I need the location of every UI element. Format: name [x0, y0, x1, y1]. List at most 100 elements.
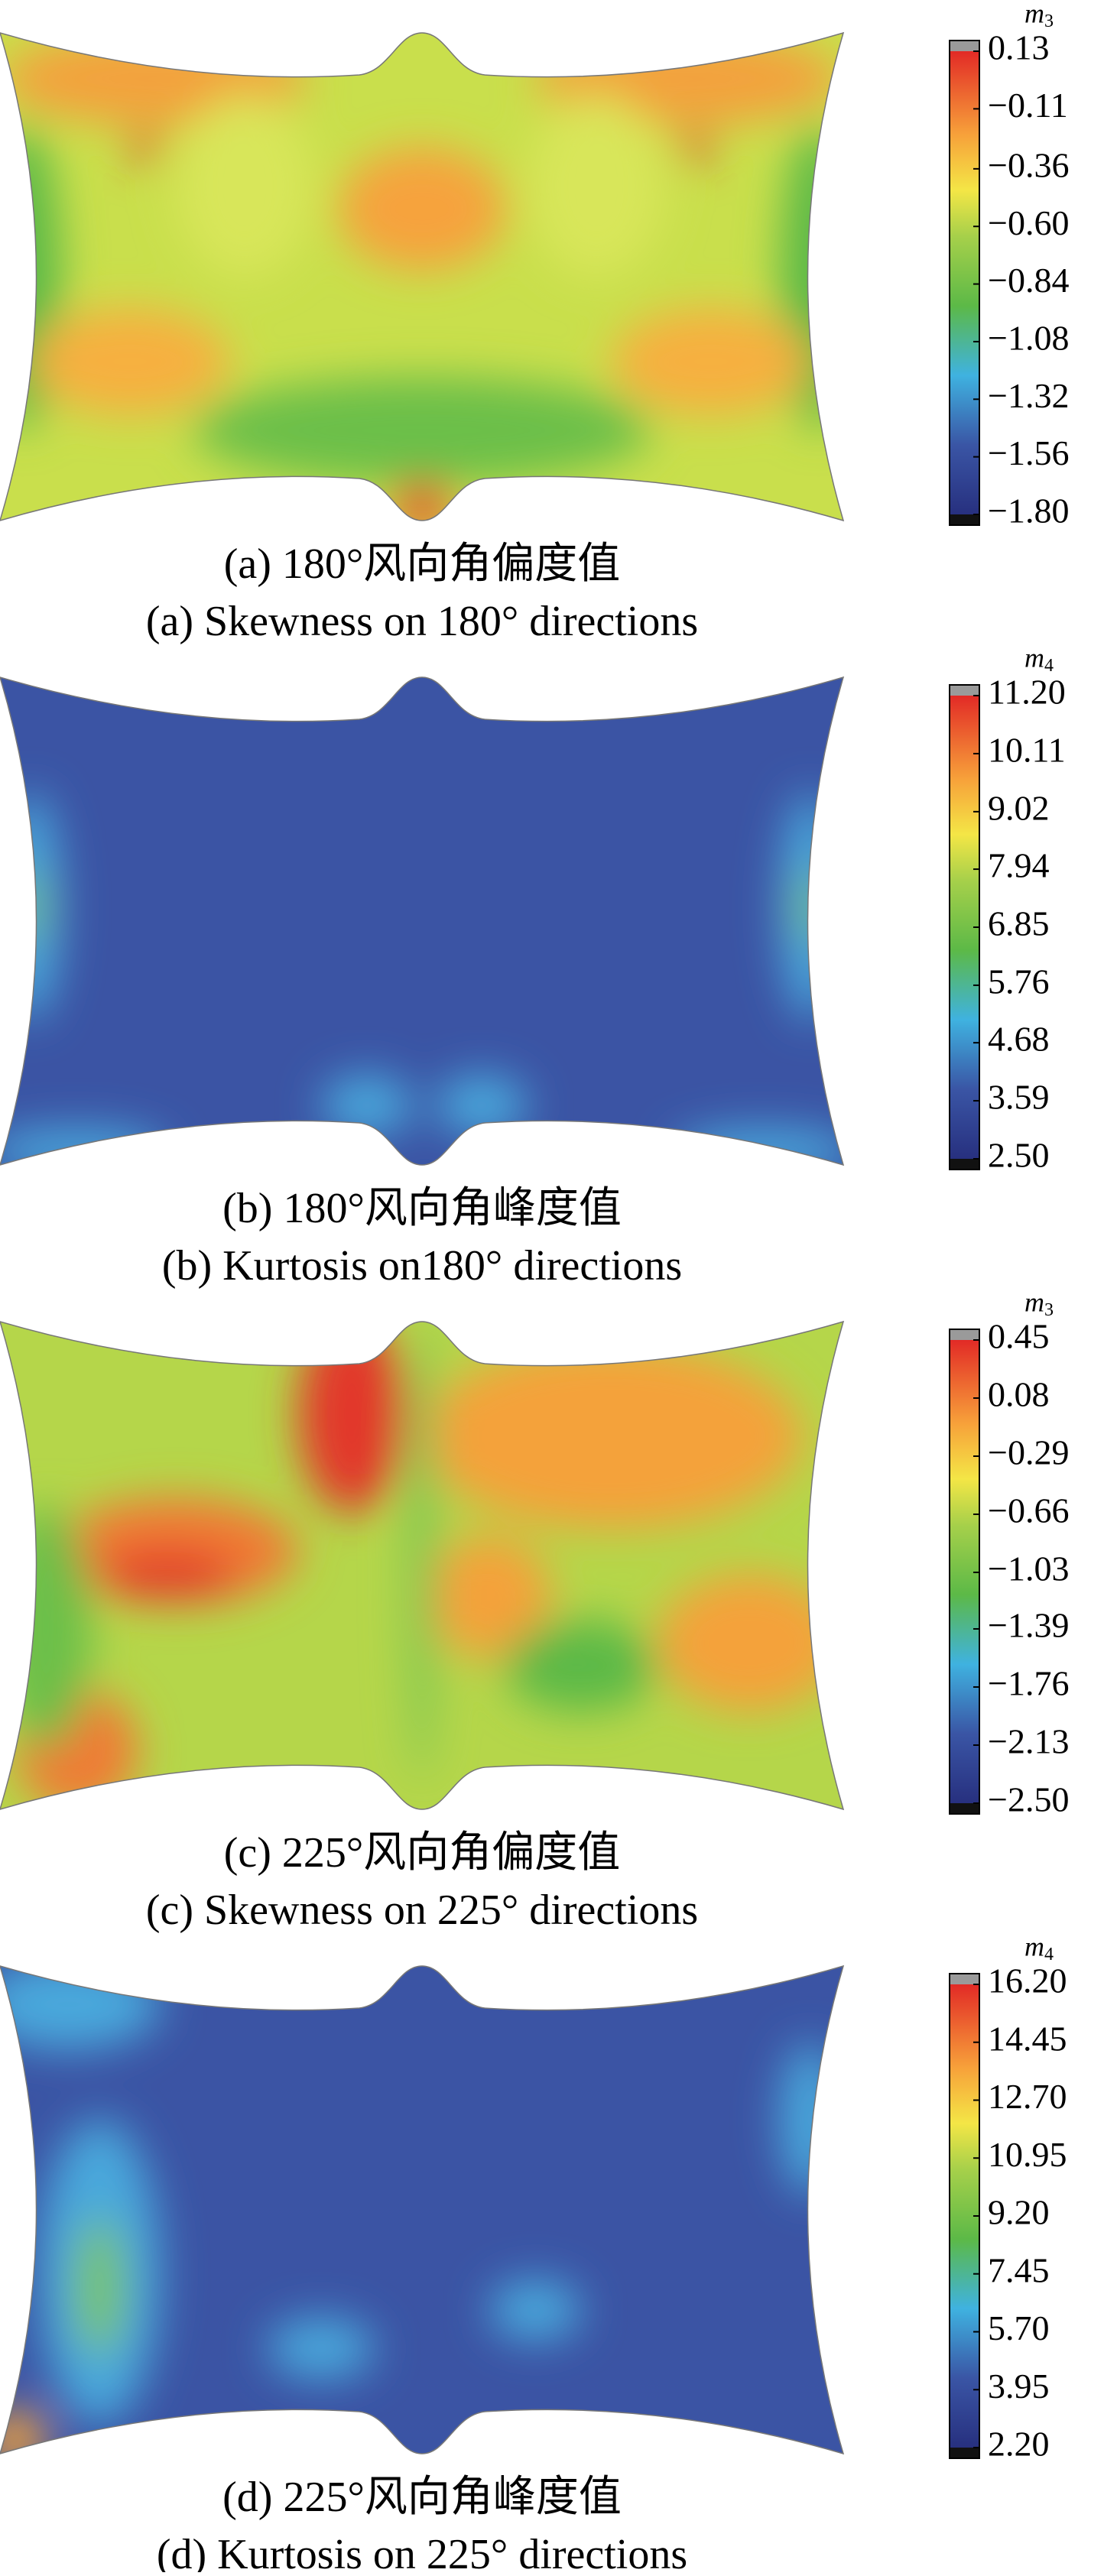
map-blob	[391, 484, 453, 521]
map-blob	[0, 2409, 46, 2454]
map-blob	[528, 94, 665, 277]
map-blobs	[0, 1322, 841, 1809]
map-outline	[0, 31, 845, 522]
colorbar-tick-label: 0.08	[988, 1375, 1050, 1414]
colorbar-tick-label: −0.60	[988, 203, 1069, 242]
caption-en: (d) Kurtosis on 225° directions	[157, 2531, 687, 2572]
colorbar-label: m3	[1024, 1286, 1054, 1319]
map-background	[0, 677, 843, 1165]
colorbar-tick-label: −2.50	[988, 1780, 1069, 1819]
colorbar-tick-label: 6.85	[988, 904, 1050, 943]
colorbar-cap-top	[950, 1974, 979, 1984]
colorbar-label: m4	[1024, 1931, 1054, 1964]
colorbar-cap-bottom	[950, 1803, 979, 1814]
colorbar-tick-label: 9.20	[988, 2193, 1050, 2232]
colorbar-label: m4	[1024, 642, 1054, 675]
caption-en: (a) Skewness on 180° directions	[146, 598, 698, 645]
colorbar-tick-label: −1.76	[988, 1664, 1069, 1703]
colorbar-frame	[949, 1329, 980, 1815]
colorbar-frame	[949, 40, 980, 526]
colorbar-tick-label: 16.20	[988, 1961, 1067, 2000]
colorbar-tick-label: 5.76	[988, 962, 1050, 1001]
colorbar-tick-label: 7.94	[988, 846, 1050, 885]
contour-map	[0, 677, 843, 1165]
colorbar-tick-label: 11.20	[988, 673, 1066, 712]
caption-en: (b) Kurtosis on180° directions	[162, 1242, 682, 1290]
map-blob	[321, 1075, 413, 1136]
colorbar-cap-top	[950, 41, 979, 51]
colorbar-cap-top	[950, 1329, 979, 1340]
colorbar-cap-bottom	[950, 514, 979, 525]
caption-cn: (b) 180°风向角峰度值	[222, 1185, 622, 1232]
map-blob	[436, 1075, 528, 1136]
colorbar-tick-label: 7.45	[988, 2250, 1050, 2289]
colorbar-cap-top	[950, 685, 979, 696]
map-blob	[680, 132, 711, 163]
colorbar-tick-label: −2.13	[988, 1722, 1069, 1761]
colorbar-tick-label: 10.95	[988, 2135, 1067, 2174]
map-blob	[428, 1536, 550, 1658]
caption-cn: (c) 225°风向角偏度值	[224, 1829, 621, 1877]
map-blob	[0, 1505, 92, 1750]
map-blob	[489, 2279, 581, 2341]
caption-en: (c) Skewness on 225° directions	[146, 1887, 698, 1934]
contour-map	[0, 1966, 843, 2454]
map-blob	[0, 1128, 168, 1165]
colorbar-label-subscript: 3	[1044, 1300, 1054, 1320]
colorbar-tick-label: 2.50	[988, 1136, 1050, 1175]
caption-cn: (d) 225°风向角峰度值	[222, 2474, 622, 2521]
colorbar-tick-label: 3.59	[988, 1078, 1050, 1117]
map-blob	[407, 1322, 437, 1780]
colorbar-tick-label: 12.70	[988, 2077, 1067, 2116]
colorbar-tick-label: −0.84	[988, 261, 1069, 300]
colorbar-tick-label: 10.11	[988, 730, 1066, 769]
colorbar-label: m3	[1024, 0, 1054, 31]
map-blob	[76, 2218, 122, 2356]
colorbar-tick-label: −0.66	[988, 1491, 1069, 1530]
panel: 0.45 0.08 −0.29 −0.66 −1.03 −1.39 −1.76 −2.13 −2…	[0, 1286, 1069, 1934]
contour-map	[0, 1322, 843, 1809]
map-blob	[780, 2042, 841, 2195]
colorbar-tick-label: −1.03	[988, 1549, 1069, 1588]
colorbar-tick-label: −1.32	[988, 376, 1069, 415]
colorbar-tick-label: 9.02	[988, 788, 1050, 827]
colorbar-tick-label: −0.11	[988, 86, 1068, 125]
colorbar-label-subscript: 3	[1044, 11, 1054, 31]
map-blob	[268, 2318, 375, 2379]
caption-cn: (a) 180°风向角偏度值	[224, 540, 621, 588]
colorbar-tick-label: 5.70	[988, 2308, 1050, 2347]
colorbar-label-subscript: 4	[1044, 656, 1054, 676]
colorbar-tick-label: −0.36	[988, 145, 1069, 184]
colorbar-tick-label: 0.45	[988, 1317, 1050, 1356]
colorbar	[950, 51, 979, 514]
colorbar-cap-bottom	[950, 1159, 979, 1170]
map-blob	[19, 868, 42, 945]
map-blob	[99, 1551, 237, 1597]
colorbar-tick-label: 0.13	[988, 28, 1050, 67]
map-blob	[673, 1128, 843, 1165]
map-blob	[193, 377, 651, 484]
map-outline	[0, 676, 845, 1166]
colorbar-tick-label: −0.29	[988, 1433, 1069, 1472]
colorbar-tick-label: 14.45	[988, 2019, 1067, 2058]
map-blobs	[0, 1966, 841, 2454]
map-blob	[505, 1620, 658, 1711]
map-blob	[799, 868, 822, 945]
map-blob	[298, 1322, 405, 1513]
map-blob	[176, 94, 313, 277]
colorbar	[950, 1340, 979, 1803]
map-blob	[658, 1574, 841, 1711]
colorbar-tick-label: 2.20	[988, 2425, 1050, 2464]
colorbar-tick-label: −1.39	[988, 1606, 1069, 1645]
map-blob	[612, 308, 810, 415]
map-blob	[31, 308, 229, 415]
colorbar-tick-label: −1.08	[988, 318, 1069, 357]
panel: 11.20 10.11 9.02 7.94 6.85 5.76 4.68 3.59 2.50 m4…	[0, 642, 1066, 1290]
map-outline	[0, 1964, 845, 2455]
colorbar-cap-bottom	[950, 2448, 979, 2458]
panel: 16.20 14.45 12.70 10.95 9.20 7.45 5.70 3.95 2.20…	[0, 1931, 1067, 2576]
panel: 0.13 −0.11 −0.36 −0.60 −0.84 −1.08 −1.32 −1.56 −…	[0, 0, 1069, 645]
colorbar-tick-label: 3.95	[988, 2367, 1050, 2406]
colorbar-tick-label: −1.56	[988, 433, 1069, 472]
